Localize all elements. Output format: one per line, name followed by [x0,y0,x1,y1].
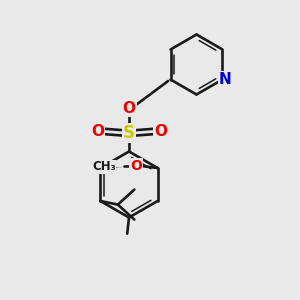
Text: O: O [122,101,136,116]
Text: methoxy: methoxy [116,167,123,168]
Text: O: O [91,124,104,139]
Text: N: N [219,72,232,87]
Text: CH₃: CH₃ [92,160,116,173]
Text: O: O [130,159,142,173]
Text: O: O [154,124,167,139]
Text: S: S [123,124,135,142]
